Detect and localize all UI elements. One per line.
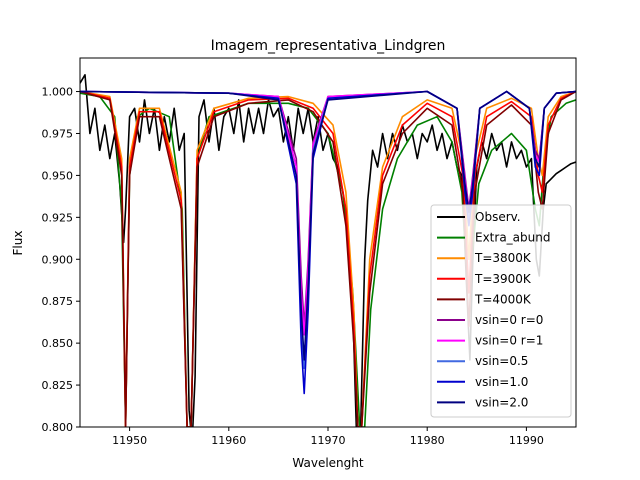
- series-line-5: [80, 90, 576, 427]
- y-tick-label: 0.850: [42, 337, 74, 350]
- x-tick-label: 11960: [211, 434, 246, 447]
- legend: Observ. Extra_abund T=3800K T=3900K T=4000K v…: [430, 204, 572, 418]
- chart-title: Imagem_representativa_Lindgren: [211, 38, 446, 54]
- legend-box: [430, 204, 572, 418]
- legend-label: vsin=0 r=0: [475, 313, 543, 327]
- legend-label: T=4000K: [474, 292, 532, 306]
- y-tick-label: 0.800: [42, 421, 74, 434]
- y-axis-label: Flux: [11, 231, 25, 256]
- legend-label: vsin=0.5: [475, 354, 528, 368]
- legend-label: vsin=1.0: [475, 375, 528, 389]
- y-tick-label: 0.925: [42, 211, 74, 224]
- legend-label: Observ.: [475, 210, 521, 224]
- x-tick-label: 11990: [509, 434, 544, 447]
- x-tick-label: 11950: [112, 434, 147, 447]
- legend-label: T=3900K: [474, 272, 532, 286]
- series-layer: [80, 74, 576, 427]
- series-line-10: [80, 90, 576, 361]
- legend-label: T=3800K: [474, 251, 532, 265]
- x-tick-label: 11970: [311, 434, 346, 447]
- y-tick-label: 1.000: [42, 86, 74, 99]
- legend-label: vsin=0 r=1: [475, 334, 543, 348]
- legend-label: Extra_abund: [475, 231, 550, 245]
- y-tick-label: 0.900: [42, 253, 74, 266]
- x-axis-label: Wavelenght: [292, 456, 363, 470]
- y-tick-label: 0.825: [42, 379, 74, 392]
- y-axis: 0.800 0.825 0.850 0.875 0.900 0.925 0.950 0.975…: [42, 86, 80, 434]
- y-tick-label: 0.975: [42, 127, 74, 140]
- legend-label: vsin=2.0: [475, 395, 528, 409]
- x-tick-label: 11980: [410, 434, 445, 447]
- y-tick-label: 0.875: [42, 295, 74, 308]
- x-axis: 11950 11960 11970 11980 11990: [112, 427, 544, 447]
- y-tick-label: 0.950: [42, 169, 74, 182]
